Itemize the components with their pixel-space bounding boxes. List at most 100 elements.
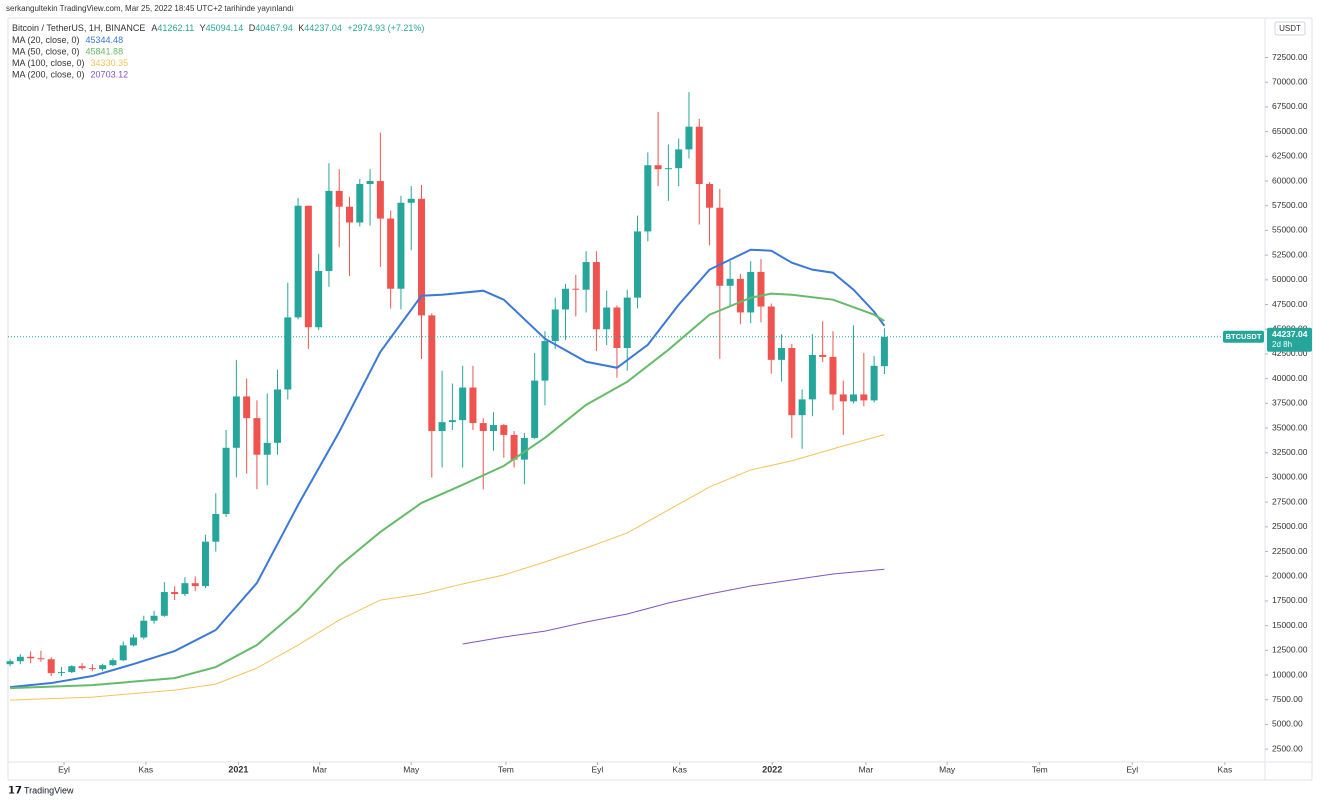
candle-body [490, 425, 498, 432]
legend-name: MA (20, close, 0) [12, 35, 80, 45]
candle-body [675, 149, 683, 169]
candle-body [109, 660, 117, 666]
candle-body [428, 315, 436, 432]
candle-body [736, 278, 744, 313]
candle-body [798, 399, 806, 416]
brand: TradingView [24, 785, 74, 795]
candle-body [407, 198, 415, 203]
candle-body [582, 262, 590, 290]
y-tick-label: 62500.00 [1272, 151, 1308, 161]
legend-entry: MA (50, close, 0) 45841.88 [12, 47, 123, 57]
legend-name: MA (50, close, 0) [12, 47, 80, 57]
y-tick-label: 7500.00 [1272, 694, 1303, 704]
x-tick-label: Kas [672, 764, 687, 774]
y-tick-label: 60000.00 [1272, 175, 1308, 185]
x-tick-label: 2021 [228, 764, 248, 774]
candle-body [418, 198, 426, 316]
y-tick-label: 27500.00 [1272, 496, 1308, 506]
y-tick-label: 47500.00 [1272, 299, 1308, 309]
candle-body [232, 396, 240, 448]
ohlc-label: Y [200, 23, 206, 33]
currency[interactable]: USDT [1279, 24, 1301, 33]
candle-body [253, 418, 261, 455]
x-tick-label: Tem [498, 764, 514, 774]
y-tick-label: 57500.00 [1272, 200, 1308, 210]
countdown: 2d 8h [1272, 340, 1292, 349]
y-tick-label: 15000.00 [1272, 620, 1308, 630]
candle-body [685, 126, 693, 150]
candle-body [880, 336, 888, 367]
y-tick-label: 5000.00 [1272, 719, 1303, 729]
candle-body [767, 306, 775, 360]
candle-body [654, 165, 662, 170]
candle-body [304, 205, 312, 328]
candle-body [140, 620, 148, 638]
y-tick-label: 65000.00 [1272, 126, 1308, 136]
candle-body [459, 387, 467, 421]
candle-body [479, 423, 487, 432]
ma-line [462, 568, 885, 645]
plot [6, 92, 1265, 701]
ohlc-value: 41262.11 [157, 23, 194, 33]
candle-body [356, 183, 364, 223]
price-tag-bg [1267, 327, 1312, 352]
ma-line [10, 434, 885, 701]
candle-body [150, 615, 158, 621]
candle-body [325, 190, 333, 271]
candle-body [37, 658, 45, 660]
candle-body [469, 387, 477, 424]
y-tick-label: 55000.00 [1272, 225, 1308, 235]
currency-box[interactable] [1274, 21, 1306, 36]
y-tick-label: 67500.00 [1272, 101, 1308, 111]
candle-body [88, 668, 96, 670]
candle-body [520, 437, 528, 460]
candle-body [387, 218, 395, 289]
ohlc-label: K [298, 23, 304, 33]
legend-value: 34330.35 [91, 58, 129, 68]
candle-body [603, 307, 611, 330]
x-tick-label: Mar [312, 764, 327, 774]
candle-body [592, 262, 600, 330]
legend-entry: MA (100, close, 0) 34330.35 [12, 58, 128, 68]
candle-body [160, 592, 168, 616]
candle-body [57, 672, 65, 674]
y-tick-label: 52500.00 [1272, 249, 1308, 259]
legend-value: 20703.12 [91, 70, 129, 80]
ma-line [10, 292, 885, 690]
candle-body [531, 380, 539, 438]
candle-body [212, 514, 220, 542]
y-tick-label: 30000.00 [1272, 472, 1308, 482]
candle-body [819, 354, 827, 357]
candle-body [839, 394, 847, 402]
x-tick-label: Kas [1218, 764, 1233, 774]
candle-body [613, 307, 621, 349]
y-tick-label: 12500.00 [1272, 645, 1308, 655]
y-tick-label: 72500.00 [1272, 52, 1308, 62]
candle-body [27, 656, 35, 659]
published-note: serkangultekin TradingView.com, Mar 25, … [6, 4, 294, 13]
x-tick-label: Eyl [592, 764, 604, 774]
candle-body [222, 447, 230, 514]
legend: Bitcoin / TetherUS, 1H, BINANCE A41262.1… [12, 23, 424, 80]
y-tick-label: 10000.00 [1272, 669, 1308, 679]
candle-body [438, 422, 446, 432]
candle-body [191, 583, 199, 587]
candle-body [335, 190, 343, 207]
ticker-tag: BTCUSDT [1226, 332, 1262, 341]
candle-body [16, 656, 24, 662]
x-tick-label: May [403, 764, 420, 774]
symbol: Bitcoin / TetherUS, 1H, BINANCE [12, 23, 145, 33]
candle-body [202, 541, 209, 587]
candle-body [551, 309, 559, 342]
candle-body [623, 297, 631, 349]
legend-entry: MA (200, close, 0) 20703.12 [12, 70, 128, 80]
y-tick-label: 70000.00 [1272, 76, 1308, 86]
candle-body [778, 348, 786, 360]
candle-body [747, 271, 755, 313]
y-tick-label: 25000.00 [1272, 521, 1308, 531]
candle-body [541, 341, 549, 381]
candle-body [644, 165, 652, 232]
ma-line [9, 248, 886, 689]
